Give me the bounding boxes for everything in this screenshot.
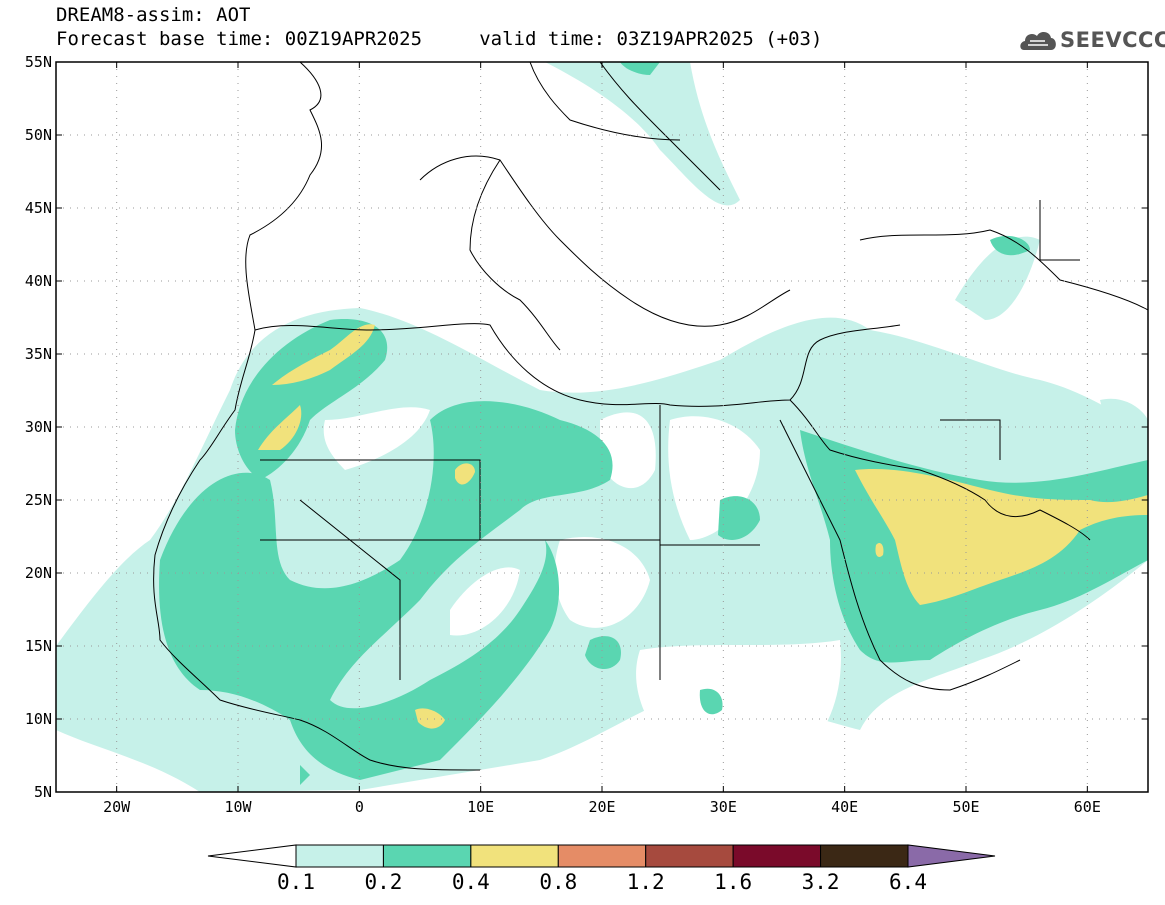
colorbar-level-label: 0.8 <box>539 870 577 894</box>
colorbar-swatch <box>645 844 734 868</box>
colorbar-level-label: 3.2 <box>802 870 840 894</box>
lat-ticks: 55N 50N 45N 40N 35N 30N 25N 20N 15N 10N 5N <box>25 53 1148 801</box>
lat-tick-label: 25N <box>25 491 52 509</box>
colorbar-swatch <box>470 844 559 868</box>
lon-tick-label: 20W <box>103 798 131 816</box>
colorbar-level-label: 0.4 <box>452 870 490 894</box>
lat-tick-label: 50N <box>25 126 52 144</box>
colorbar-swatch <box>295 844 384 868</box>
lat-tick-label: 45N <box>25 199 52 217</box>
coastlines <box>153 62 1148 771</box>
lat-tick-label: 15N <box>25 637 52 655</box>
colorbar-under-arrow <box>207 844 297 868</box>
colorbar-swatch <box>820 844 909 868</box>
lat-tick-label: 10N <box>25 710 52 728</box>
colorbar: 0.1 0.2 0.4 0.8 1.2 1.6 3.2 6.4 <box>207 844 996 894</box>
colorbar-level-label: 1.6 <box>714 870 752 894</box>
seevccc-logo: SEEVCCC <box>1060 28 1165 52</box>
colorbar-swatch <box>382 844 472 868</box>
colorbar-level-label: 6.4 <box>889 870 927 894</box>
colorbar-level-label: 0.1 <box>277 870 315 894</box>
map-title: DREAM8-assim: AOT <box>56 4 251 26</box>
lon-tick-label: 0 <box>355 798 364 816</box>
lon-tick-label: 10W <box>224 798 252 816</box>
lat-tick-label: 20N <box>25 564 52 582</box>
cloud-icon <box>1020 32 1056 50</box>
lon-tick-label: 50E <box>952 798 979 816</box>
lat-tick-label: 30N <box>25 418 52 436</box>
lon-ticks: 20W 10W 0 10E 20E 30E 40E 50E 60E <box>103 62 1101 816</box>
colorbar-over-arrow <box>907 844 996 868</box>
lon-tick-label: 60E <box>1074 798 1101 816</box>
colorbar-swatch <box>732 844 822 868</box>
lon-tick-label: 10E <box>467 798 494 816</box>
aot-level-0-4 <box>258 324 1148 729</box>
map-subtitle: Forecast base time: 00Z19APR2025 valid t… <box>56 28 823 50</box>
colorbar-level-label: 0.2 <box>364 870 402 894</box>
lon-tick-label: 20E <box>588 798 615 816</box>
lat-tick-label: 40N <box>25 272 52 290</box>
aot-contours <box>56 62 1148 792</box>
lon-tick-label: 40E <box>831 798 858 816</box>
lat-tick-label: 55N <box>25 53 52 71</box>
lat-lon-grid <box>56 62 1148 792</box>
lat-tick-label: 35N <box>25 345 52 363</box>
lat-tick-label: 5N <box>34 783 52 801</box>
colorbar-level-label: 1.2 <box>627 870 665 894</box>
lon-tick-label: 30E <box>710 798 737 816</box>
colorbar-swatch <box>557 844 647 868</box>
